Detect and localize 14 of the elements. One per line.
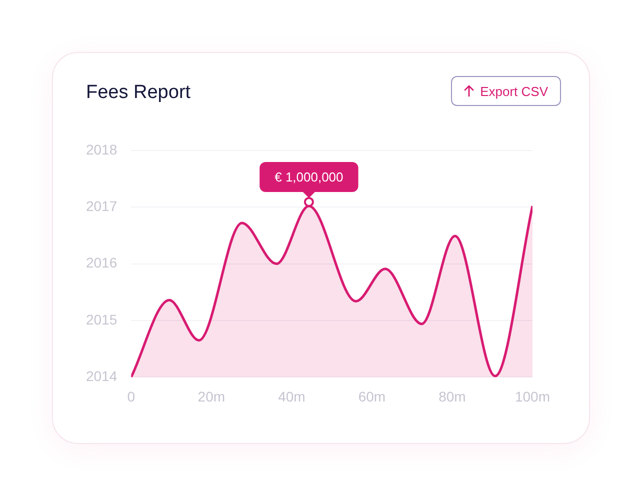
x-tick-label: 40m (278, 388, 306, 404)
x-tick-label: 0 (127, 388, 136, 404)
x-tick-label: 100m (514, 388, 550, 404)
y-tick-label: 2014 (86, 368, 118, 384)
y-tick-label: 2016 (86, 254, 118, 271)
annotation: € 1,000,000 (274, 170, 344, 185)
x-tick-label: 20m (198, 388, 226, 404)
y-tick-label: 2017 (86, 198, 118, 214)
text: Export CSV (480, 84, 548, 98)
x-tick-label: 60m (358, 388, 386, 404)
chart-title: Fees Report (86, 82, 191, 104)
y-tick-label: 2018 (86, 141, 118, 158)
y-tick-label: 2015 (86, 311, 118, 328)
x-tick-label: 80m (438, 388, 466, 404)
